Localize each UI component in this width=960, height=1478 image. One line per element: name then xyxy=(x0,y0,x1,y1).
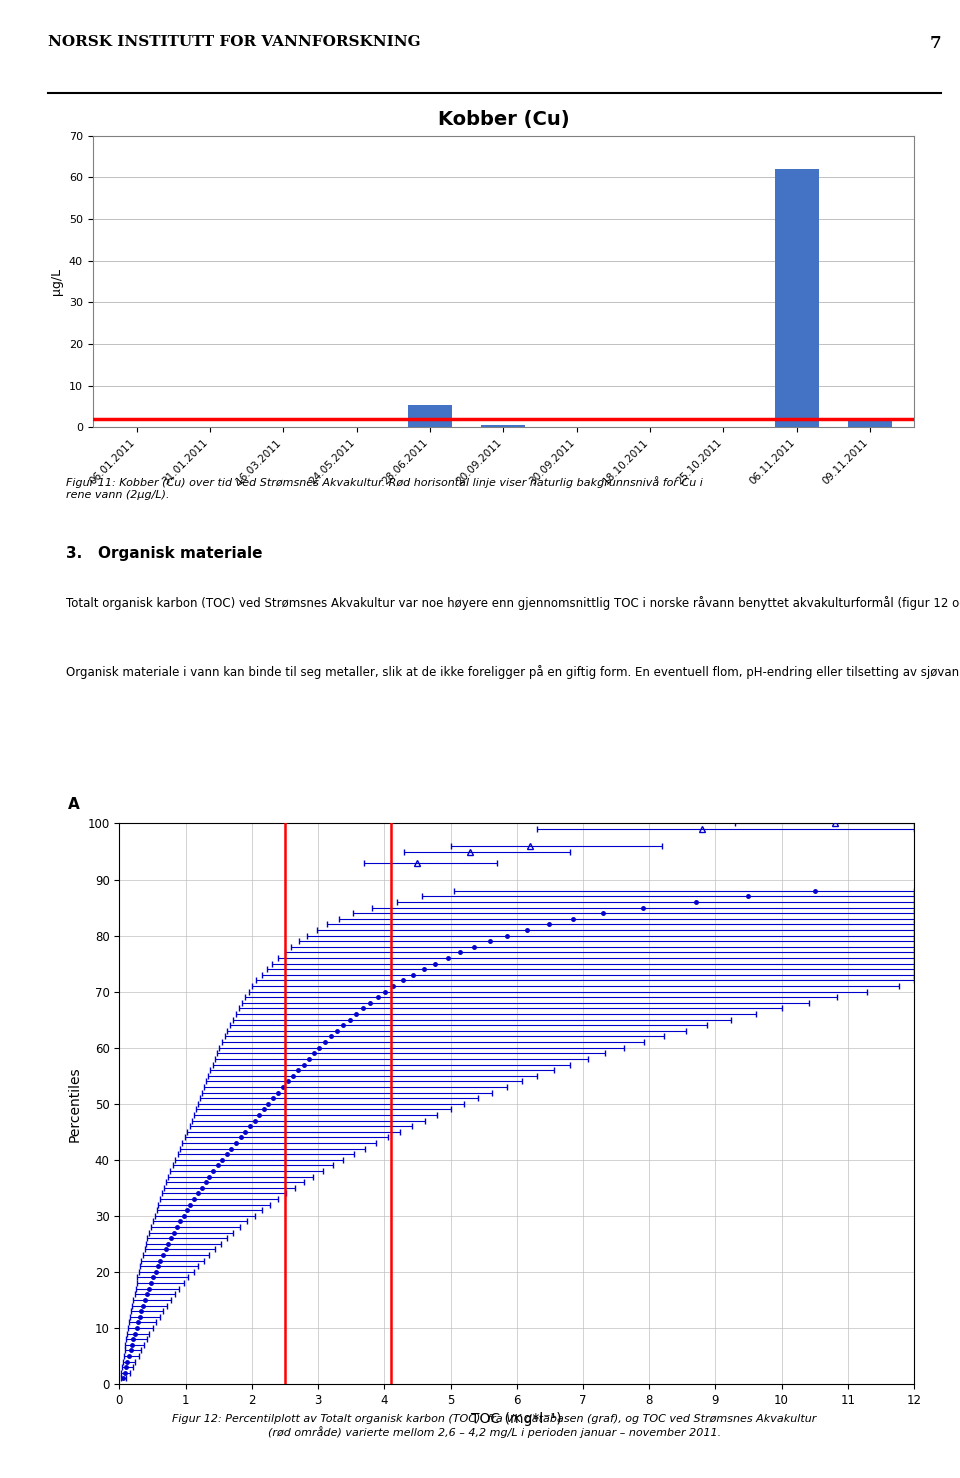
Text: Totalt organisk karbon (TOC) ved Strømsnes Akvakultur var noe høyere enn gjennom: Totalt organisk karbon (TOC) ved Strømsn… xyxy=(66,596,960,609)
Text: 7: 7 xyxy=(929,34,941,52)
Text: NORSK INSTITUTT FOR VANNFORSKNING: NORSK INSTITUTT FOR VANNFORSKNING xyxy=(48,34,420,49)
Text: 3.   Organisk materiale: 3. Organisk materiale xyxy=(66,545,262,560)
Text: Figur 12: Percentilplott av Totalt organisk karbon (TOC)  fra VK databasen (graf: Figur 12: Percentilplott av Totalt organ… xyxy=(172,1414,817,1438)
Text: Figur 11: Kobber (Cu) over tid ved Strømsnes Akvakultur. Rød horisontal linje vi: Figur 11: Kobber (Cu) over tid ved Strøm… xyxy=(66,476,703,500)
Text: Organisk materiale i vann kan binde til seg metaller, slik at de ikke foreligger: Organisk materiale i vann kan binde til … xyxy=(66,665,960,680)
